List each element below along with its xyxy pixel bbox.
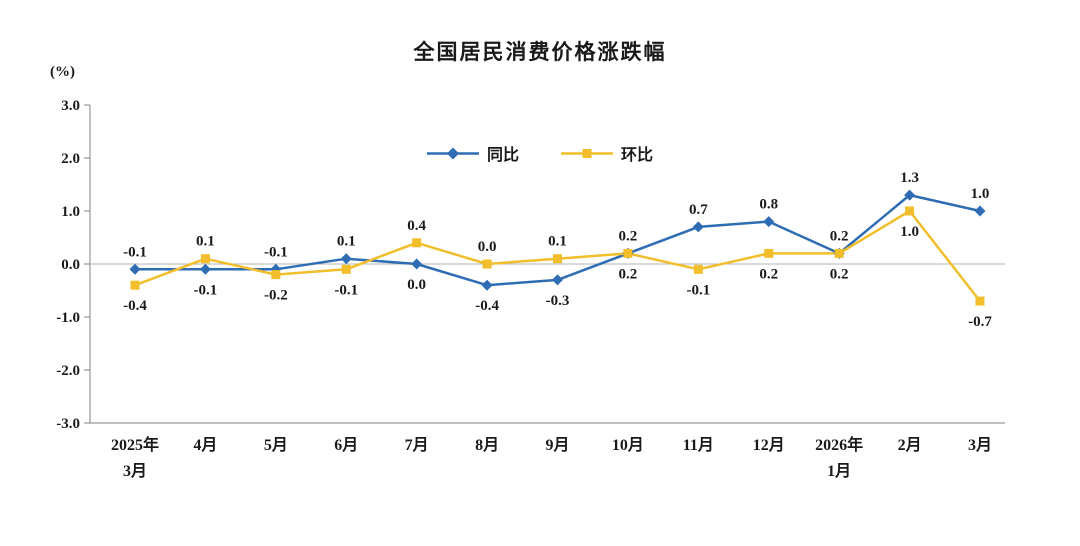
y-tick-label: -3.0 [56,416,80,432]
marker-square [553,254,562,264]
data-point-label: -0.4 [123,298,147,314]
x-category-label: 8月 [475,436,499,454]
data-point-label: 0.1 [337,234,356,250]
data-point-label: 0.2 [830,228,849,244]
marker-diamond [340,253,352,265]
data-point-label: 0.0 [407,277,426,293]
marker-diamond [481,279,493,291]
data-point-label: 1.0 [971,186,990,202]
marker-square [764,248,774,258]
marker-diamond [904,189,916,201]
marker-diamond [692,221,704,233]
data-point-label: 1.0 [900,224,919,240]
y-tick-label: 1.0 [61,204,80,220]
y-tick-label: -2.0 [56,363,80,379]
data-point-label: -0.1 [123,244,147,260]
data-point-label: -0.1 [686,282,710,298]
x-category-label: 7月 [405,436,429,454]
data-point-label: -0.4 [475,298,499,314]
marker-square [623,248,633,258]
x-category-label: 1月 [827,462,851,480]
x-category-label: 2月 [898,436,922,454]
marker-square [905,206,915,216]
data-point-label: -0.3 [546,293,570,309]
legend-label-mom: 环比 [621,147,654,164]
marker-diamond [974,205,986,217]
marker-square [482,259,492,269]
x-category-label: 5月 [264,436,288,454]
data-point-label: 0.8 [759,197,778,213]
data-point-label: 0.2 [619,228,638,244]
data-point-label: 0.4 [407,218,426,234]
legend-item-mom: 环比 [561,141,653,165]
x-category-label: 4月 [193,436,217,454]
y-tick-label: 3.0 [61,98,80,114]
x-category-label: 6月 [334,436,358,454]
x-category-label: 12月 [753,436,785,454]
y-tick-label: 2.0 [61,151,80,167]
x-category-label: 2026年 [815,435,863,454]
marker-diamond [129,263,141,275]
chart-legend: 同比 环比 [426,141,653,165]
data-point-label: 0.1 [196,234,215,250]
data-point-label: 0.2 [830,266,849,282]
data-point-label: 0.2 [759,266,778,282]
marker-square [271,270,281,280]
mom-line-square-icon [561,148,613,158]
marker-diamond [199,263,211,275]
y-tick-label: -1.0 [56,310,80,326]
marker-diamond [763,216,775,228]
legend-label-yoy: 同比 [486,147,519,164]
legend-item-yoy: 同比 [426,141,519,165]
x-category-label: 3月 [123,462,147,480]
data-point-label: 1.3 [900,170,919,186]
data-point-label: 0.1 [548,234,567,250]
data-point-label: 0.0 [478,239,497,255]
marker-square [130,280,140,290]
yoy-line-diamond-icon [426,147,479,159]
data-point-label: -0.2 [264,288,288,304]
data-point-label: -0.1 [194,282,218,298]
marker-square [975,296,985,306]
x-category-label: 11月 [683,436,714,454]
data-point-label: -0.1 [334,282,358,298]
marker-diamond [552,274,563,286]
marker-diamond [411,258,423,270]
marker-square [834,248,844,258]
x-category-label: 10月 [612,436,644,454]
x-category-label: 9月 [545,436,569,454]
data-point-label: 0.2 [619,266,638,282]
data-point-label: 0.7 [689,202,708,218]
y-axis-unit-label: (%) [50,64,75,80]
marker-square [412,238,422,248]
data-point-label: -0.1 [264,244,288,260]
marker-square [693,264,703,274]
x-category-label: 3月 [968,436,992,454]
data-point-label: -0.7 [968,314,992,330]
marker-square [341,264,351,274]
marker-square [200,254,210,264]
y-tick-label: 0.0 [61,257,80,273]
chart-title: 全国居民消费价格涨跌幅 [413,40,667,64]
x-category-label: 2025年 [111,435,159,454]
